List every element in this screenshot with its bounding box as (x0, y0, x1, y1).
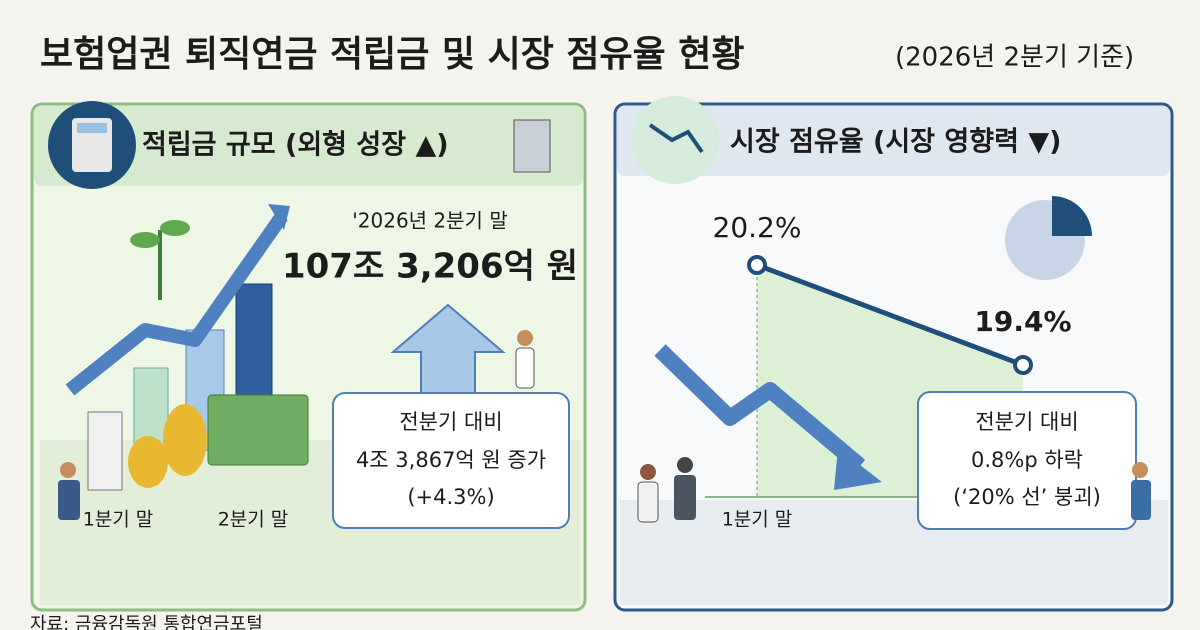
down-arrow-head (834, 448, 882, 490)
right-heading: 시장 점유율 (시장 영향력 ▼) (730, 127, 1061, 158)
change-text: 0.8%p 하락 (971, 448, 1083, 472)
change-text: 전분기 대비 (399, 410, 502, 434)
x-label: 1분기 말 (722, 509, 793, 531)
period: '2026년 2분기 말 (352, 209, 507, 233)
plant-leaf (130, 232, 160, 248)
change-text: (+4.3%) (407, 485, 494, 509)
pie-icon-slice (1052, 196, 1092, 236)
person (60, 462, 76, 478)
down-arrow (654, 344, 866, 473)
change-box (332, 392, 570, 529)
change-text: 전분기 대비 (975, 410, 1078, 434)
share-point (747, 255, 767, 275)
subtitle: (2026년 2분기 기준) (895, 43, 1134, 73)
change-text: (‘20% 선’ 붕괴) (953, 485, 1101, 509)
source: 자료: 금융감독원 통합연금포털 (30, 614, 263, 630)
person (637, 481, 659, 523)
person (515, 347, 535, 389)
person (677, 457, 693, 473)
share-point (1013, 355, 1033, 375)
illustration-bar (87, 411, 123, 491)
value-label: 19.4% (974, 305, 1071, 338)
calculator-screen (77, 123, 107, 133)
growth-arrow (65, 211, 288, 396)
coins (163, 404, 207, 476)
person (674, 475, 696, 520)
cash-stack (207, 394, 309, 466)
right-header (617, 106, 1170, 176)
illustration-bar (235, 283, 273, 413)
down-icon (648, 123, 704, 154)
share-line (756, 262, 1024, 368)
building-icon (513, 119, 551, 173)
value-label: 20.2% (713, 211, 802, 244)
plant-leaf (160, 220, 190, 236)
change-text: 4조 3,867억 원 증가 (356, 448, 546, 472)
x-label: 1분기 말 (83, 509, 154, 531)
left-heading: 적립금 규모 (외형 성장 ▲) (142, 130, 449, 161)
person (1131, 480, 1151, 520)
left-header (34, 106, 583, 186)
person (1132, 462, 1148, 478)
growth-arrow-head (268, 204, 290, 230)
person (58, 480, 80, 520)
person (640, 464, 656, 480)
change-box (917, 391, 1137, 530)
amount: 107조 3,206억 원 (282, 247, 578, 287)
person (517, 330, 533, 346)
x-label: 2분기 말 (218, 509, 289, 531)
title: 보험업권 퇴직연금 적립금 및 시장 점유율 현황 (40, 34, 744, 75)
coins (128, 436, 168, 488)
